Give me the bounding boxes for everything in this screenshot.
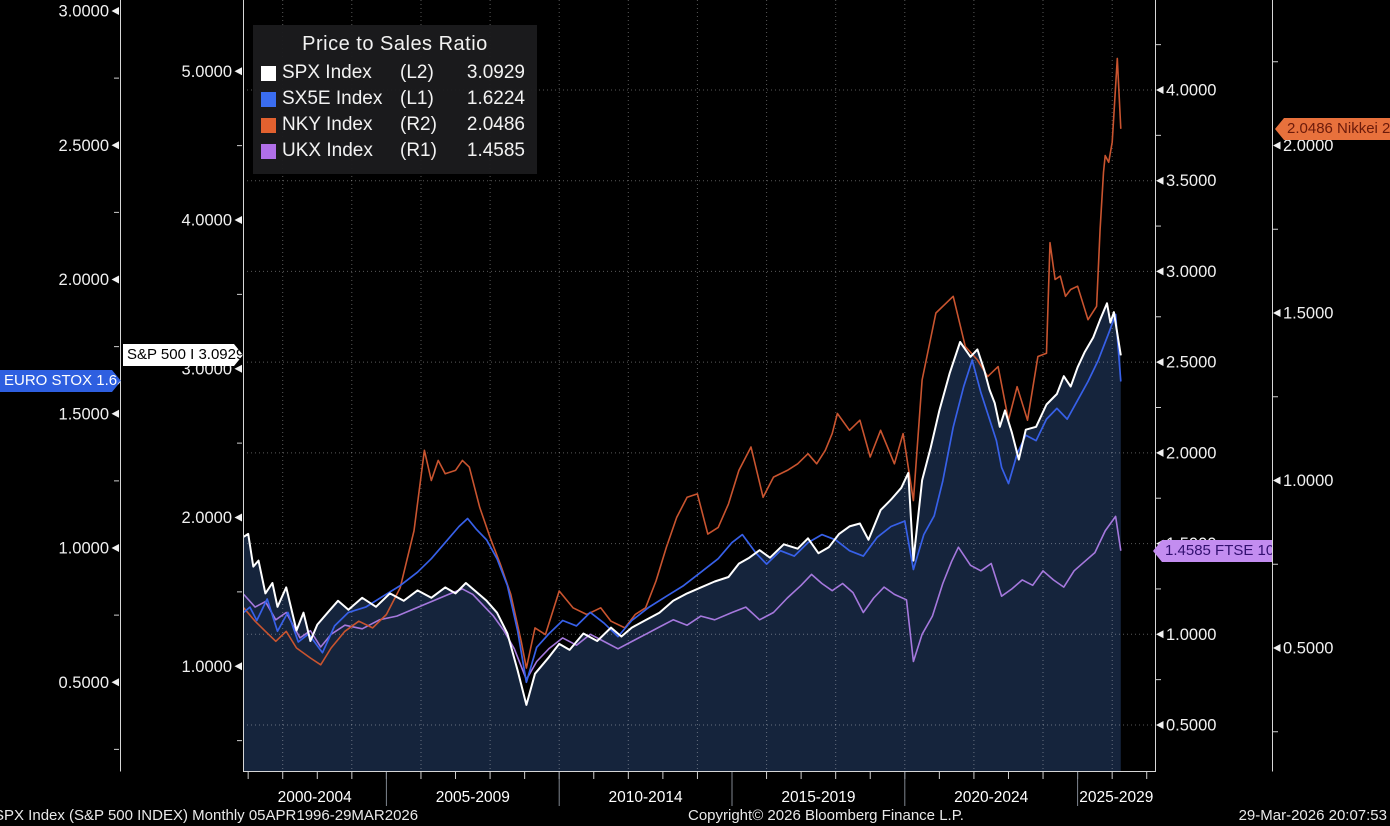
series-lines	[243, 57, 1122, 706]
tick-label-l2: 1.0000	[182, 658, 232, 676]
tick-label-l1: 2.5000	[59, 137, 109, 155]
series-sx5e	[243, 313, 1122, 684]
series-ukx	[243, 515, 1122, 681]
legend-axis: (L2)	[400, 62, 434, 83]
x-section-label: 2000-2004	[278, 789, 353, 806]
tick-label-r1: 0.5000	[1166, 717, 1216, 735]
tick-label-r1: 2.5000	[1166, 354, 1216, 372]
spx-area-fill	[243, 303, 1121, 771]
tick-label-l1: 1.5000	[59, 405, 109, 423]
tick-label-r1: 3.0000	[1166, 263, 1216, 281]
status-bar: SPX Index (S&P 500 INDEX) Monthly 05APR1…	[0, 806, 1390, 826]
legend-axis: (R1)	[400, 140, 437, 161]
ukx-price-label: 1.4585 FTSE 100	[1153, 540, 1272, 562]
legend-axis: (L1)	[400, 88, 434, 109]
tick-label-l2: 2.0000	[182, 509, 232, 527]
legend-title: Price to Sales Ratio	[302, 33, 488, 55]
legend-value: 2.0486	[466, 114, 525, 135]
nky-price-label: 2.0486 Nikkei 22	[1275, 118, 1390, 140]
ukx-swatch-icon	[261, 143, 276, 159]
tick-label-r1: 4.0000	[1166, 81, 1216, 99]
spx-price-label: S&P 500 I 3.0929	[123, 344, 243, 366]
tick-label-l2: 4.0000	[182, 212, 232, 230]
tick-label-l1: 0.5000	[59, 674, 109, 692]
tick-label-l1: 2.0000	[59, 271, 109, 289]
legend-axis: (R2)	[400, 114, 437, 135]
axis-r2: 2.0000 1.5000 1.0000 0.5000	[1273, 61, 1333, 733]
ukx-price-text: 1.4585 FTSE 100	[1165, 542, 1283, 559]
legend-label: UKX Index	[282, 140, 373, 161]
tick-label-r2: 1.5000	[1283, 305, 1333, 323]
x-axis: 2000-2004 2005-2009 2010-2014 2015-2019 2020…	[247, 772, 1153, 806]
x-section-label: 2025-2029	[1079, 789, 1153, 806]
legend-item-sx5e: SX5E Index (L1) 1.6224	[261, 86, 529, 112]
series-spx	[243, 302, 1122, 706]
tick-label-l1: 3.0000	[59, 3, 109, 21]
tick-label-r1: 1.0000	[1166, 626, 1216, 644]
chart-canvas[interactable]: 3.0000 2.5000 2.0000 1.5000 1.0000 0.5000 5.00…	[0, 0, 1390, 806]
tick-label-r2: 1.0000	[1283, 472, 1333, 490]
legend-label: SPX Index	[282, 62, 372, 83]
tick-label-r2: 0.5000	[1283, 640, 1333, 658]
legend-item-ukx: UKX Index (R1) 1.4585	[261, 138, 529, 164]
x-section-label: 2020-2024	[954, 789, 1029, 806]
x-section-label: 2015-2019	[781, 789, 855, 806]
legend-value: 1.4585	[466, 140, 525, 161]
series-nky	[243, 57, 1122, 669]
status-timestamp: 29-Mar-2026 20:07:53	[1238, 807, 1387, 824]
x-section-label: 2005-2009	[436, 789, 510, 806]
tick-label-r2: 2.0000	[1283, 137, 1333, 155]
sx5e-price-text: EURO STOX 1.6224	[4, 372, 143, 389]
tick-label-l1: 1.0000	[59, 540, 109, 558]
axis-l1: 3.0000 2.5000 2.0000 1.5000 1.0000 0.5000	[59, 3, 119, 750]
axis-r1: 4.00003.50003.00002.50002.00001.50001.00…	[1156, 44, 1216, 735]
legend-label: NKY Index	[282, 114, 373, 135]
legend-label: SX5E Index	[282, 88, 383, 109]
spx-swatch-icon	[261, 65, 276, 81]
nky-swatch-icon	[261, 117, 276, 133]
sx5e-price-label: EURO STOX 1.6224	[0, 370, 121, 392]
chart-legend[interactable]: Price to Sales Ratio SPX Index (L2) 3.09…	[253, 25, 537, 174]
tick-label-r1: 2.0000	[1166, 444, 1216, 462]
tick-label-l2: 5.0000	[182, 63, 232, 81]
nky-price-text: 2.0486 Nikkei 22	[1287, 120, 1390, 137]
legend-item-nky: NKY Index (R2) 2.0486	[261, 112, 529, 138]
tick-label-r1: 3.5000	[1166, 172, 1216, 190]
spx-price-text: S&P 500 I 3.0929	[127, 346, 245, 363]
sx5e-swatch-icon	[261, 91, 276, 107]
legend-value: 1.6224	[466, 88, 525, 109]
status-copyright: Copyright© 2026 Bloomberg Finance L.P.	[688, 807, 964, 824]
status-security-info: SPX Index (S&P 500 INDEX) Monthly 05APR1…	[0, 807, 419, 824]
x-section-label: 2010-2014	[609, 789, 684, 806]
axis-lines	[120, 0, 1273, 772]
legend-item-spx: SPX Index (L2) 3.0929	[261, 60, 529, 86]
legend-value: 3.0929	[466, 62, 525, 83]
